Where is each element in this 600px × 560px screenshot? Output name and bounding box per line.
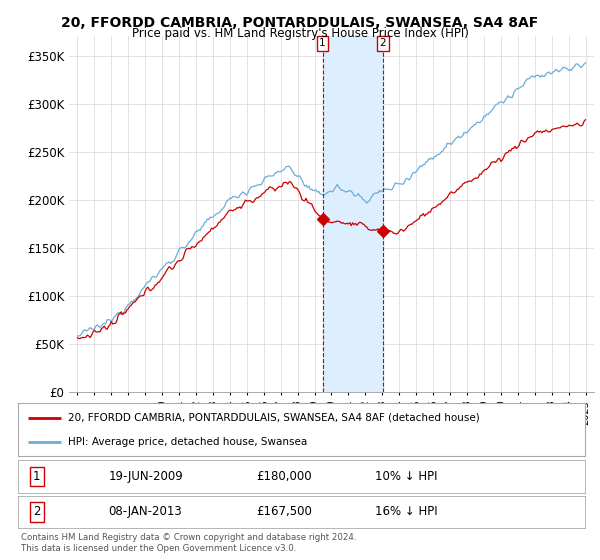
Text: 20, FFORDD CAMBRIA, PONTARDDULAIS, SWANSEA, SA4 8AF (detached house): 20, FFORDD CAMBRIA, PONTARDDULAIS, SWANS… [68,413,479,423]
Text: Price paid vs. HM Land Registry's House Price Index (HPI): Price paid vs. HM Land Registry's House … [131,27,469,40]
Text: 20, FFORDD CAMBRIA, PONTARDDULAIS, SWANSEA, SA4 8AF: 20, FFORDD CAMBRIA, PONTARDDULAIS, SWANS… [61,16,539,30]
Text: 2: 2 [33,505,40,519]
Text: £180,000: £180,000 [256,470,312,483]
Text: 16% ↓ HPI: 16% ↓ HPI [375,505,438,519]
Text: £167,500: £167,500 [256,505,312,519]
Text: 19-JUN-2009: 19-JUN-2009 [109,470,184,483]
Text: HPI: Average price, detached house, Swansea: HPI: Average price, detached house, Swan… [68,437,307,447]
Text: 1: 1 [319,38,326,48]
Bar [323,36,383,392]
Text: 08-JAN-2013: 08-JAN-2013 [109,505,182,519]
Text: 1: 1 [33,470,40,483]
Text: Contains HM Land Registry data © Crown copyright and database right 2024.
This d: Contains HM Land Registry data © Crown c… [21,533,356,553]
Text: 2: 2 [380,38,386,48]
Text: 10% ↓ HPI: 10% ↓ HPI [375,470,438,483]
